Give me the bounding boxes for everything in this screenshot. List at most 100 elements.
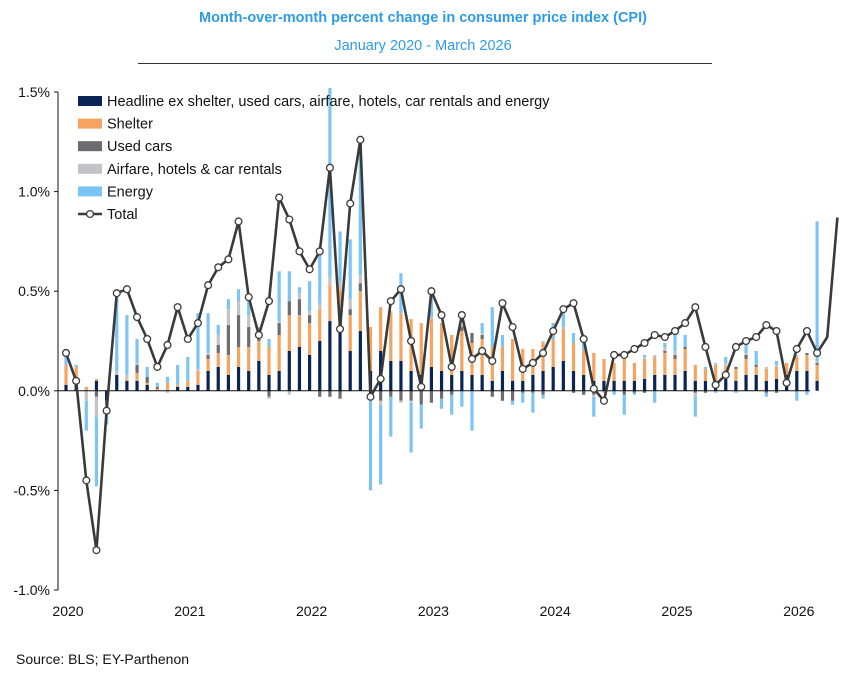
total-point-11 — [173, 303, 182, 312]
bar-segment-1-12 — [186, 380, 190, 387]
bar-segment-1-23 — [297, 315, 302, 347]
bar-segment-2-32 — [389, 390, 393, 397]
bar-segment-0-72 — [795, 370, 799, 391]
bar-segment-4-32 — [389, 396, 393, 437]
bar-segment-3-27 — [338, 281, 342, 290]
axis-layer: 1.5% 1.0% 0.5% 0.0% -0.5% -1.0%2020 2021 2022 20… — [13, 84, 814, 619]
bar-segment-4-38 — [450, 394, 454, 415]
bar-segment-1-24 — [308, 323, 312, 355]
bar-segment-3-29 — [358, 275, 362, 284]
bar-segment-4-57 — [642, 354, 647, 357]
bar-segment-1-59 — [663, 352, 667, 375]
bar-segment-4-60 — [673, 331, 677, 351]
y-tick-label: 0.5% — [18, 283, 50, 299]
bar-segment-0-8 — [145, 384, 149, 391]
total-point-54 — [610, 350, 619, 359]
total-point-45 — [518, 364, 527, 373]
bar-segment-1-17 — [236, 346, 241, 367]
bar-segment-2-41 — [480, 335, 484, 339]
total-point-44 — [508, 323, 517, 332]
total-point-64 — [711, 380, 720, 389]
bar-segment-1-29 — [358, 291, 362, 332]
bar-segment-4-31 — [379, 404, 383, 485]
bar-segment-2-47 — [541, 390, 545, 395]
bar-segment-2-60 — [673, 354, 677, 359]
total-point-29 — [356, 135, 365, 144]
bar-segment-0-62 — [693, 380, 697, 391]
source-note: Source: BLS; EY-Parthenon — [16, 651, 190, 667]
bar-segment-3-33 — [399, 400, 403, 403]
bar-segment-1-33 — [399, 313, 403, 361]
bar-segment-3-74 — [815, 360, 819, 363]
total-point-18 — [244, 293, 253, 302]
bar-segment-0-49 — [561, 360, 565, 391]
total-point-58 — [650, 330, 659, 340]
legend-marker-total — [85, 209, 95, 219]
bar-segment-4-27 — [338, 231, 342, 282]
total-point-8 — [143, 334, 152, 344]
total-point-43 — [498, 299, 507, 308]
bar-segment-0-65 — [724, 378, 728, 391]
bar-segment-1-73 — [805, 354, 809, 371]
bar-segment-1-63 — [703, 368, 708, 381]
bar-segment-1-66 — [734, 368, 738, 381]
total-point-41 — [478, 346, 487, 356]
bar-segment-1-8 — [145, 382, 149, 385]
bar-segment-0-54 — [612, 380, 616, 391]
bar-segment-2-69 — [764, 390, 768, 393]
bar-segment-4-73 — [805, 390, 809, 395]
bar-segment-4-37 — [439, 398, 444, 409]
bar-segment-0-27 — [338, 321, 342, 391]
bar-segment-4-62 — [693, 396, 697, 417]
bar-segment-0-57 — [642, 378, 647, 391]
total-point-19 — [254, 330, 263, 340]
bar-segment-2-51 — [582, 390, 586, 395]
total-point-56 — [630, 344, 639, 354]
bar-segment-2-14 — [206, 354, 210, 359]
bar-segment-3-69 — [764, 366, 768, 369]
bar-segment-2-38 — [450, 390, 454, 395]
bar-segment-0-37 — [439, 370, 444, 391]
total-point-16 — [224, 255, 233, 264]
total-point-42 — [488, 356, 497, 365]
bar-segment-1-71 — [785, 362, 789, 375]
bar-segment-4-46 — [531, 392, 535, 413]
x-tick-label: 2024 — [540, 603, 571, 619]
total-point-24 — [305, 265, 314, 274]
bar-segment-4-24 — [308, 281, 312, 312]
total-point-3 — [92, 546, 101, 555]
bar-segment-4-7 — [135, 339, 139, 363]
bar-segment-0-20 — [267, 374, 271, 391]
bar-segment-0-0 — [64, 384, 68, 391]
x-tick-label: 2022 — [296, 603, 327, 619]
total-point-66 — [731, 342, 740, 352]
bar-segment-2-31 — [379, 390, 383, 401]
bar-segment-4-13 — [196, 313, 200, 369]
bar-segment-1-60 — [673, 358, 677, 375]
bar-segment-4-42 — [490, 307, 494, 347]
total-point-32 — [386, 297, 395, 306]
bar-segment-1-22 — [287, 315, 291, 351]
bar-segment-0-15 — [216, 366, 220, 391]
bar-segment-4-14 — [206, 313, 210, 353]
bar-segment-1-56 — [632, 362, 636, 381]
x-tick-label: 2026 — [783, 603, 814, 619]
bar-segment-4-69 — [764, 392, 768, 397]
bar-segment-3-49 — [561, 327, 565, 330]
bar-segment-3-53 — [602, 390, 606, 393]
total-point-62 — [691, 303, 700, 312]
bar-segment-3-64 — [714, 362, 718, 365]
total-point-30 — [366, 392, 375, 401]
total-point-49 — [559, 305, 568, 314]
bar-segment-1-44 — [511, 339, 515, 381]
bar-segment-4-43 — [500, 335, 505, 347]
bar-segment-3-10 — [165, 390, 170, 393]
bar-segment-1-25 — [318, 309, 322, 341]
total-point-71 — [782, 378, 791, 387]
bar-segment-3-65 — [724, 362, 728, 367]
bar-segment-3-57 — [642, 356, 647, 359]
bar-segment-4-12 — [186, 356, 190, 381]
bar-segment-4-51 — [582, 341, 586, 351]
bar-segment-4-49 — [561, 307, 565, 328]
bar-segment-4-35 — [419, 404, 423, 429]
